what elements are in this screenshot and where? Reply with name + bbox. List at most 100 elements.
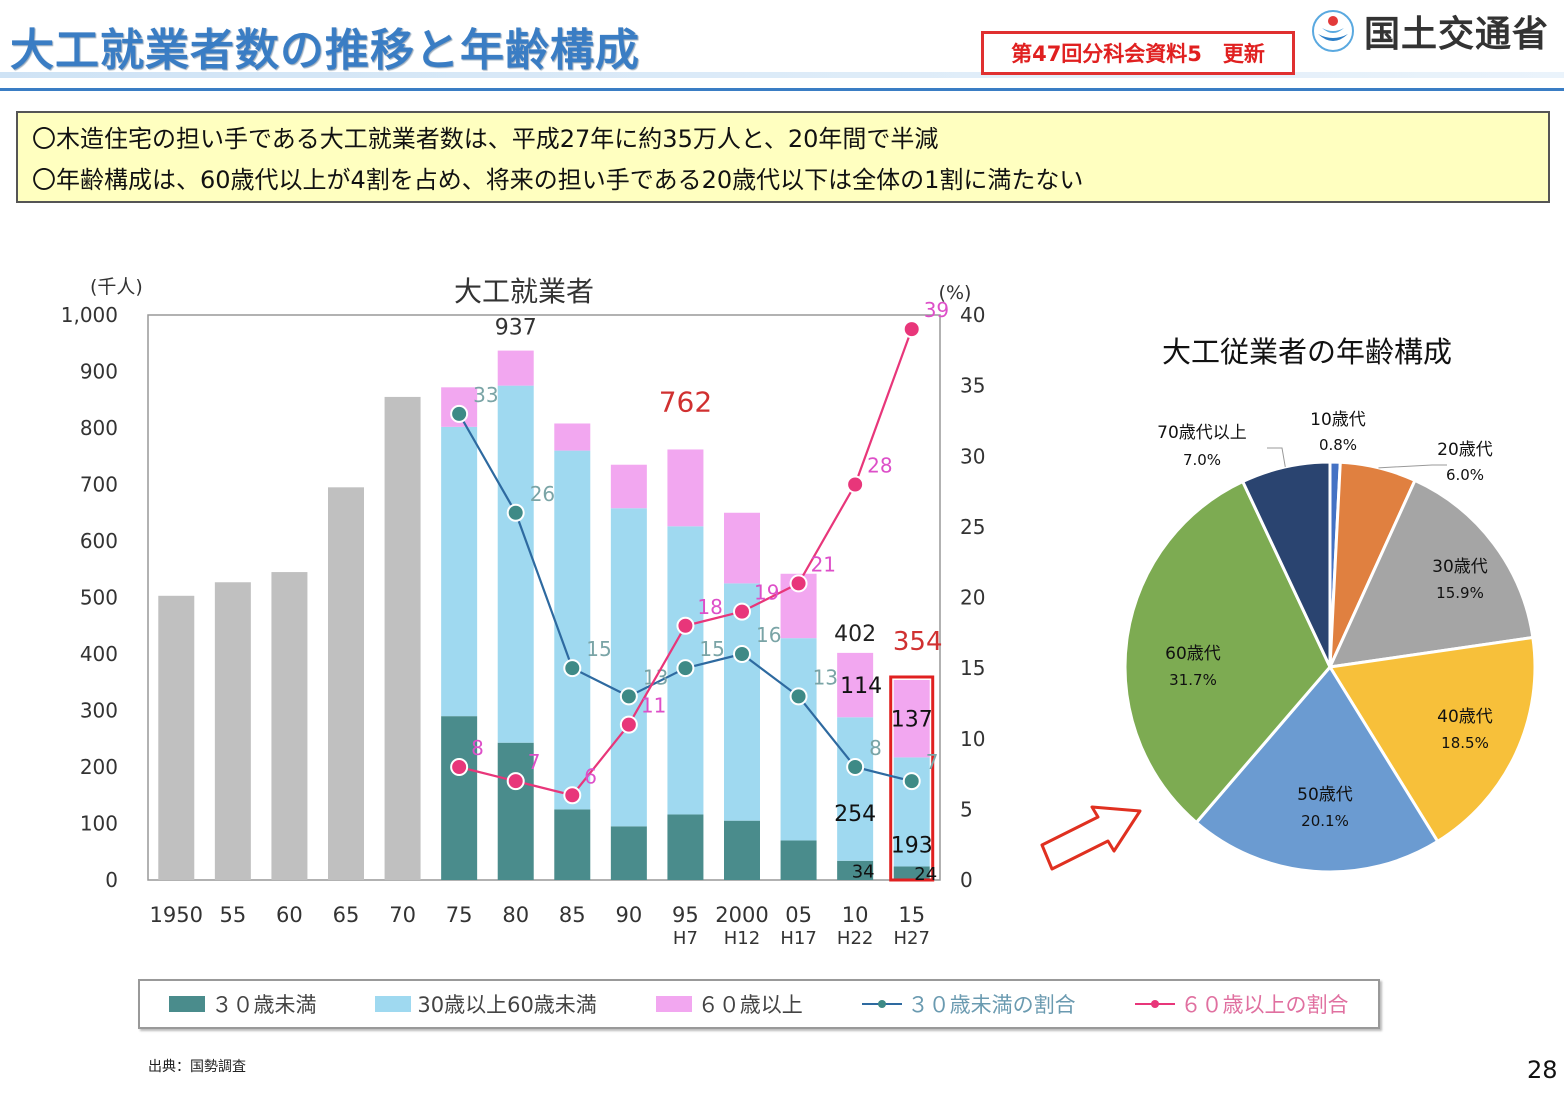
bar-data-label: 762 [659,385,712,418]
bar-under30 [497,742,534,880]
pie-slice-label: 10歳代 [1310,410,1366,430]
y-tick-label: 200 [80,755,118,779]
over60-rate-label: 18 [697,595,722,619]
y-tick-label: 800 [80,416,118,440]
legend-mid: 30歳以上60歳未満 [375,989,597,1019]
bar-mid [441,426,478,717]
under30-rate-label: 13 [813,665,838,689]
x-tick-label: 60 [276,903,303,927]
legend-label-over60-rate: ６０歳以上の割合 [1180,993,1349,1017]
legend-under30-rate: ３０歳未満の割合 [861,989,1076,1019]
bar-mid [724,583,760,821]
pie-slice [1327,478,1535,669]
pie-slice-label: 40歳代 [1437,707,1493,727]
bar-under30 [441,716,478,880]
bar-data-label: 402 [834,622,876,647]
carpenter-bar-chart: 大工就業者(千人) (%)0100200300400500600700800900… [61,275,986,949]
y2-tick-label: 5 [960,797,973,821]
pie-slice [1123,479,1332,825]
x-tick-label: 2000 [715,903,768,927]
legend-swatch-mid [375,996,412,1012]
under30-rate-label: 15 [699,637,724,661]
header: 大工就業者数の推移と年齢構成 第47回分科会資料5 更新 国土交通省 [0,0,1564,95]
arrow-right-icon [1040,805,1142,871]
under30-rate-label: 8 [869,736,882,760]
bar-under30 [780,840,817,880]
legend-swatch-over60 [655,996,692,1012]
pie-slice [1327,635,1537,844]
bar-total [271,572,308,880]
pie-slice-pct: 15.9% [1436,584,1484,602]
bar-under30 [837,860,874,880]
y2-tick-label: 10 [960,727,985,751]
under30-rate-label: 33 [473,383,498,407]
legend-label-mid: 30歳以上60歳未満 [417,993,597,1017]
y-tick-label: 0 [105,868,118,892]
x-tick-label: 75 [446,903,473,927]
over60-rate-marker [676,616,695,635]
bar-under30 [667,814,704,880]
bar-over60 [610,464,647,509]
pie-slice-label: 60歳代 [1165,644,1221,664]
pie-slice-label: 20歳代 [1437,440,1493,460]
y-tick-label: 300 [80,699,118,723]
under30-rate-label: 16 [756,623,781,647]
under30-rate-label: 15 [586,637,611,661]
under30-rate-marker [676,659,695,678]
bar-under30 [893,866,930,880]
y-tick-label: 400 [80,642,118,666]
bar-total [158,595,195,880]
bar-over60 [667,449,704,527]
y2-tick-label: 30 [960,444,985,468]
over60-rate-label: 6 [584,764,597,788]
x-tick-label: 95 [672,903,699,927]
over60-rate-marker [846,475,865,494]
pie-title: 大工従業者の年齢構成 [1162,335,1452,369]
legend-label-under30-rate: ３０歳未満の割合 [907,993,1076,1017]
summary-box: 〇木造住宅の担い手である大工就業者数は、平成27年に約35万人と、20年間で半減… [16,111,1550,203]
pie-slice-pct: 20.1% [1301,812,1349,830]
bar-data-label: 114 [840,674,882,699]
x-tick-sublabel: H7 [673,928,698,949]
page-number: 28 [1527,1056,1558,1084]
under30-rate-label: 26 [530,482,555,506]
chart-legend: ３０歳未満 30歳以上60歳未満 ６０歳以上 ３０歳未満の割合 ６０歳以上の割合 [138,979,1380,1029]
over60-rate-marker [563,786,582,805]
bar-mid [554,450,591,810]
x-tick-sublabel: H22 [837,928,873,949]
over60-rate-label: 8 [471,736,484,760]
x-tick-label: 55 [219,903,246,927]
legend-label-over60: ６０歳以上 [697,993,803,1017]
x-tick-label: 70 [389,903,416,927]
bar-data-label: 193 [891,834,933,859]
bar-under30 [724,820,760,880]
y-tick-label: 100 [80,812,118,836]
over60-rate-marker [450,758,469,776]
bar-data-label: 24 [914,864,937,885]
under30-rate-marker [789,687,808,706]
y-tick-label: 900 [80,360,118,384]
over60-rate-label: 19 [754,581,779,605]
y2-axis-label: (%) [939,282,972,304]
over60-rate-marker [733,602,751,621]
bar-over60 [497,350,534,386]
bar-over60 [893,679,930,758]
y2-tick-label: 40 [960,303,985,327]
under30-rate-marker [563,659,582,678]
y-axis-label: (千人) [90,276,143,298]
ministry-name: 国土交通省 [1364,14,1550,55]
y2-tick-label: 35 [960,374,985,398]
y2-tick-label: 25 [960,515,985,539]
pie-slice-pct: 7.0% [1183,451,1221,469]
pie-slice-pct: 31.7% [1169,671,1217,689]
bar-mid [497,385,534,743]
bar-data-label: 137 [891,708,933,733]
ministry-logo: 国土交通省 [1310,6,1549,56]
pie-leader-line [1267,447,1286,468]
under30-rate-marker [733,645,751,663]
over60-rate-label: 28 [867,454,892,478]
bar-total [384,396,421,880]
over60-rate-label: 39 [924,298,949,322]
y-tick-label: 1,000 [61,303,118,327]
mlit-logo-icon [1312,10,1354,52]
